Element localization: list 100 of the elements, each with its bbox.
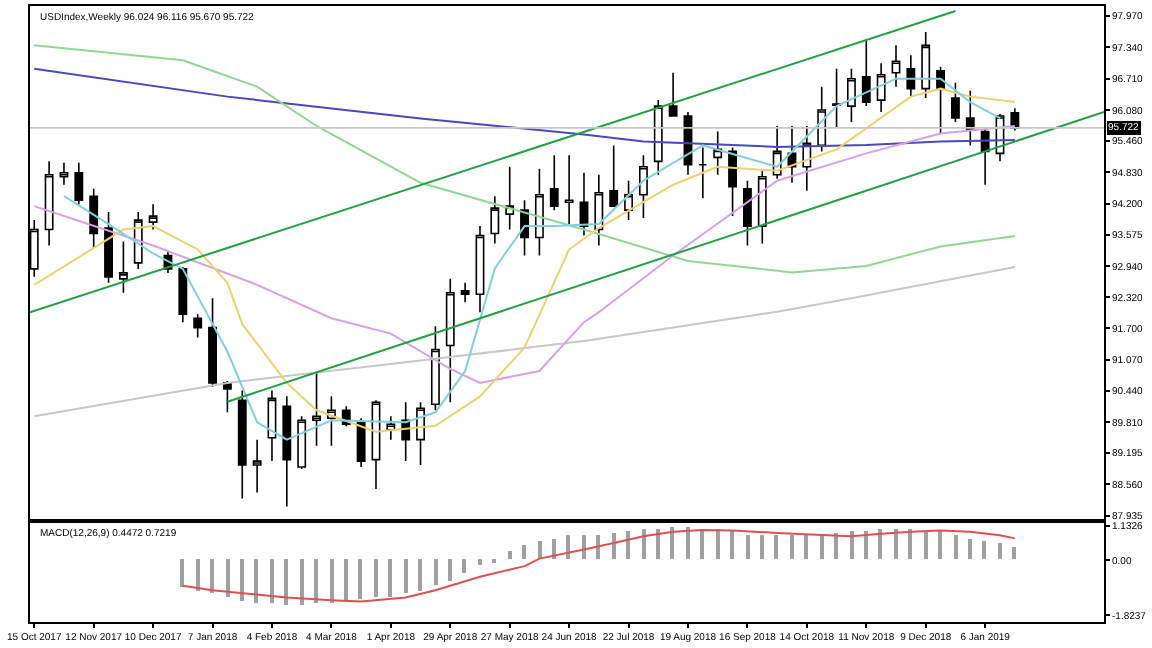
candlestick bbox=[505, 166, 515, 231]
candlestick bbox=[668, 71, 678, 117]
candlestick bbox=[742, 179, 752, 247]
candlestick bbox=[282, 395, 292, 508]
candlestick bbox=[594, 173, 604, 247]
candlestick bbox=[921, 31, 931, 99]
bar bbox=[954, 535, 958, 560]
bar bbox=[938, 531, 942, 560]
bar bbox=[850, 531, 854, 560]
bar bbox=[612, 533, 616, 560]
candlestick bbox=[490, 195, 500, 245]
candlestick bbox=[193, 313, 203, 339]
candlestick bbox=[876, 62, 886, 113]
candlestick bbox=[534, 168, 544, 257]
candlestick bbox=[208, 297, 217, 388]
bar bbox=[716, 529, 720, 560]
bar bbox=[790, 535, 794, 560]
candlestick bbox=[891, 44, 901, 88]
candlestick bbox=[74, 162, 84, 205]
bar bbox=[434, 559, 438, 586]
bar bbox=[746, 535, 750, 560]
candlestick bbox=[89, 187, 99, 249]
bar bbox=[760, 535, 764, 560]
candlestick bbox=[297, 415, 307, 470]
candlestick bbox=[44, 160, 54, 247]
bar bbox=[924, 531, 928, 560]
bar bbox=[210, 559, 214, 594]
bar bbox=[596, 535, 600, 560]
bar bbox=[998, 543, 1002, 560]
candlestick bbox=[906, 54, 916, 98]
candlestick bbox=[104, 211, 113, 284]
bar bbox=[834, 533, 838, 560]
bar bbox=[358, 559, 362, 600]
bar bbox=[626, 531, 630, 560]
bar bbox=[864, 531, 868, 560]
bar bbox=[478, 559, 482, 566]
bar bbox=[968, 539, 972, 560]
bar bbox=[330, 559, 334, 604]
candlestick bbox=[312, 372, 321, 447]
bar bbox=[538, 541, 542, 560]
bar bbox=[730, 531, 734, 560]
bar bbox=[284, 559, 288, 606]
candlestick bbox=[980, 127, 990, 186]
bar bbox=[508, 551, 512, 560]
candlestick bbox=[638, 154, 648, 219]
candlestick bbox=[757, 170, 767, 245]
bar bbox=[374, 559, 378, 598]
bar bbox=[804, 535, 808, 560]
bar bbox=[300, 559, 304, 606]
candlestick bbox=[861, 38, 871, 107]
bar bbox=[462, 559, 466, 574]
candlestick bbox=[430, 325, 440, 412]
bar bbox=[240, 559, 244, 602]
bar bbox=[894, 529, 898, 560]
candlestick bbox=[846, 67, 856, 123]
bar bbox=[344, 559, 348, 602]
candlestick bbox=[356, 417, 366, 468]
candlestick bbox=[698, 146, 708, 199]
candlestick bbox=[178, 266, 188, 323]
bar bbox=[670, 527, 674, 560]
bar bbox=[404, 559, 408, 594]
candlestick bbox=[549, 154, 559, 211]
bar bbox=[314, 559, 318, 604]
line-series bbox=[33, 265, 1016, 418]
candlestick bbox=[386, 415, 396, 441]
candlestick bbox=[564, 154, 574, 225]
line-series bbox=[33, 125, 1016, 384]
bar bbox=[774, 535, 778, 560]
bar bbox=[448, 559, 452, 582]
line-series bbox=[33, 67, 1016, 148]
bar bbox=[686, 527, 690, 560]
bar bbox=[878, 529, 882, 560]
bar bbox=[254, 559, 258, 604]
candlestick bbox=[950, 81, 960, 123]
candlestick bbox=[237, 389, 247, 500]
candlestick bbox=[59, 162, 69, 186]
line-series bbox=[181, 528, 1016, 603]
bar bbox=[982, 541, 986, 560]
candlestick bbox=[832, 67, 841, 129]
bar bbox=[908, 529, 912, 560]
bar bbox=[642, 529, 646, 560]
candlestick bbox=[579, 172, 589, 237]
bar bbox=[820, 535, 824, 560]
bar bbox=[582, 535, 586, 560]
bar bbox=[566, 535, 570, 560]
bar bbox=[388, 559, 392, 598]
bar bbox=[700, 529, 704, 560]
bar bbox=[418, 559, 422, 592]
line-series bbox=[33, 44, 1016, 274]
bar bbox=[226, 559, 230, 598]
candlestick bbox=[728, 146, 737, 217]
bar bbox=[522, 545, 526, 560]
candlestick bbox=[475, 225, 485, 313]
candlestick bbox=[609, 144, 619, 207]
bar bbox=[1012, 547, 1016, 560]
bar bbox=[180, 559, 184, 588]
bar bbox=[656, 529, 660, 560]
candlestick bbox=[118, 240, 128, 294]
candlestick bbox=[460, 282, 470, 304]
candlestick bbox=[148, 203, 158, 231]
